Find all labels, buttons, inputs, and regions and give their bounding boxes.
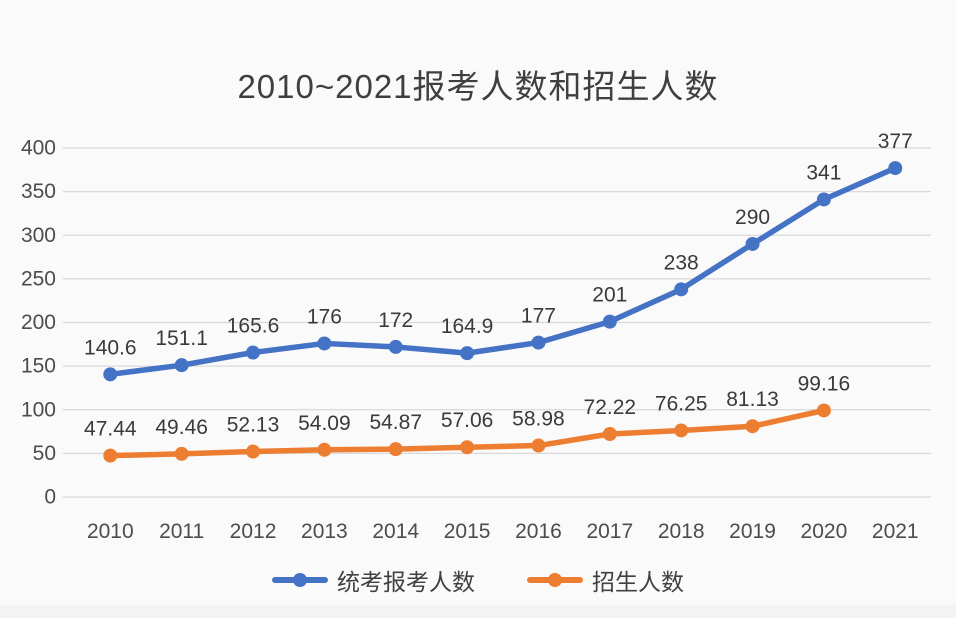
x-axis-tick-label: 2014 <box>372 520 419 543</box>
y-axis-tick-label: 150 <box>21 355 56 378</box>
applicants-data-point <box>816 192 831 207</box>
bottom-strip <box>0 605 956 618</box>
applicants-data-label: 172 <box>378 309 413 332</box>
applicants-data-point <box>888 161 903 176</box>
enrollment-data-label: 47.44 <box>84 418 137 441</box>
enrollment-data-point <box>174 446 189 461</box>
chart-legend: 统考报考人数 招生人数 <box>0 564 956 596</box>
x-axis-tick-label: 2010 <box>87 520 134 543</box>
applicants-series-line <box>107 165 899 378</box>
enrollment-data-point <box>531 438 546 453</box>
enrollment-data-point <box>246 444 261 459</box>
applicants-data-point <box>745 236 760 251</box>
enrollment-data-point <box>460 440 475 455</box>
applicants-data-point <box>674 282 689 297</box>
applicants-data-label: 140.6 <box>84 336 137 359</box>
applicants-data-point <box>388 339 403 354</box>
x-axis-tick-label: 2011 <box>159 520 204 543</box>
x-axis-tick-label: 2016 <box>515 520 562 543</box>
chart-title: 2010~2021报考人数和招生人数 <box>237 68 719 105</box>
enrollment-legend-label: 招生人数 <box>592 569 684 595</box>
applicants-legend-label: 统考报考人数 <box>337 569 475 595</box>
x-axis-tick-label: 2012 <box>230 520 277 543</box>
enrollment-data-label: 81.13 <box>726 388 779 411</box>
x-axis-tick-label: 2015 <box>444 520 491 543</box>
x-axis-tick-label: 2013 <box>301 520 348 543</box>
enrollment-data-point <box>103 448 118 463</box>
applicants-data-label: 377 <box>878 130 913 153</box>
legend-item-enrollment: 招生人数 <box>527 563 684 597</box>
applicants-data-point <box>246 345 261 360</box>
enrollment-data-point <box>388 442 403 457</box>
enrollment-data-label: 54.87 <box>369 411 422 434</box>
applicants-data-label: 165.6 <box>227 315 280 338</box>
legend-item-applicants: 统考报考人数 <box>272 563 475 597</box>
applicants-data-label: 176 <box>307 305 342 328</box>
enrollment-legend-marker-dot <box>548 573 562 587</box>
enrollment-data-label: 72.22 <box>584 396 637 419</box>
applicants-data-point <box>602 314 617 329</box>
x-axis-tick-label: 2018 <box>658 520 705 543</box>
applicants-data-label: 164.9 <box>441 315 494 338</box>
applicants-data-label: 290 <box>735 206 770 229</box>
x-axis-tick-label: 2017 <box>586 520 633 543</box>
applicants-data-point <box>531 335 546 350</box>
enrollment-data-point <box>602 426 617 441</box>
x-axis-tick-label: 2021 <box>872 520 919 543</box>
applicants-data-point <box>174 358 189 373</box>
enrollment-data-point <box>745 419 760 434</box>
applicants-legend-marker <box>272 573 328 587</box>
enrollment-data-point <box>816 403 831 418</box>
enrollment-data-label: 57.06 <box>441 409 494 432</box>
y-axis-tick-label: 400 <box>21 137 56 160</box>
enrollment-data-label: 99.16 <box>798 372 851 395</box>
y-axis-tick-label: 200 <box>21 311 56 334</box>
enrollment-data-label: 76.25 <box>655 392 708 415</box>
y-axis-tick-label: 0 <box>44 486 56 509</box>
applicants-data-label: 341 <box>806 161 841 184</box>
applicants-data-label: 177 <box>521 305 556 328</box>
applicants-legend-marker-dot <box>293 573 307 587</box>
y-axis-tick-label: 300 <box>21 224 56 247</box>
enrollment-data-label: 52.13 <box>227 414 280 437</box>
enrollment-data-label: 58.98 <box>512 408 565 431</box>
applicants-data-label: 201 <box>592 284 627 307</box>
x-axis-tick-label: 2019 <box>729 520 776 543</box>
enrollment-data-point <box>317 442 332 457</box>
applicants-data-point <box>103 367 118 382</box>
enrollment-data-label: 49.46 <box>155 416 208 439</box>
enrollment-legend-marker <box>527 573 583 587</box>
applicants-data-label: 151.1 <box>155 327 208 350</box>
applicants-data-point <box>460 346 475 361</box>
enrollment-data-point <box>674 423 689 438</box>
applicants-data-label: 238 <box>664 251 699 274</box>
x-axis-tick-label: 2020 <box>801 520 848 543</box>
y-axis-tick-label: 50 <box>33 442 56 465</box>
applicants-data-point <box>317 336 332 351</box>
y-axis-tick-label: 100 <box>21 398 56 421</box>
enrollment-data-label: 54.09 <box>298 412 351 435</box>
y-axis-tick-label: 250 <box>21 267 56 290</box>
y-axis-tick-label: 350 <box>21 180 56 203</box>
